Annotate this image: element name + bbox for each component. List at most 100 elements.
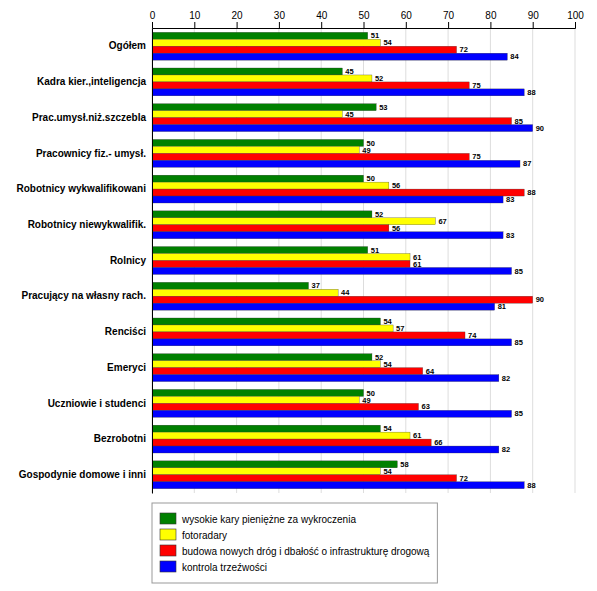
tick-label: Robotnicy wykwalifikowani xyxy=(17,183,147,194)
bar xyxy=(152,425,380,432)
data-label: 82 xyxy=(502,445,510,454)
data-label: 63 xyxy=(421,402,429,411)
bar xyxy=(152,389,364,396)
grid xyxy=(152,28,575,493)
tick-mark xyxy=(194,22,195,28)
series xyxy=(152,39,435,475)
bar xyxy=(152,46,457,53)
data-label: 52 xyxy=(375,74,383,83)
data-label: 54 xyxy=(383,360,392,369)
tick-label: Pracujący na własny rach. xyxy=(21,290,146,301)
data-label: 52 xyxy=(375,353,383,362)
legend-swatch xyxy=(160,529,176,540)
bar xyxy=(152,146,359,153)
series xyxy=(152,46,533,482)
data-label: 45 xyxy=(345,110,353,119)
data-label: 57 xyxy=(396,324,404,333)
legend-label: wysokie kary pieniężne za wykroczenia xyxy=(181,514,356,525)
tick-label: Rolnicy xyxy=(110,255,147,266)
data-labels: 5145535050525137545250545854524549566761… xyxy=(312,31,545,489)
tick-label: 40 xyxy=(316,10,328,21)
bar xyxy=(152,196,503,203)
data-label: 74 xyxy=(468,331,477,340)
tick: 40 xyxy=(316,10,328,28)
bar xyxy=(152,182,389,189)
tick: 10 xyxy=(189,10,201,28)
bar xyxy=(152,410,512,417)
tick: Kadra kier.,inteligencja xyxy=(37,76,152,87)
bar xyxy=(152,32,368,39)
data-label: 45 xyxy=(345,67,353,76)
bar xyxy=(152,225,389,232)
series xyxy=(152,53,533,489)
tick-label: Gospodynie domowe i inni xyxy=(19,469,146,480)
data-label: 56 xyxy=(392,181,400,190)
bar xyxy=(152,160,520,167)
data-label: 51 xyxy=(371,246,379,255)
bar xyxy=(152,282,309,289)
legend: wysokie kary pieniężne za wykroczenia fot… xyxy=(152,503,437,583)
tick-label: Bezrobotni xyxy=(94,433,146,444)
legend-label: fotoradary xyxy=(182,530,227,541)
tick-label: 60 xyxy=(401,10,413,21)
data-label: 90 xyxy=(536,295,544,304)
bar xyxy=(152,139,364,146)
tick: 80 xyxy=(485,10,497,28)
tick-label: 80 xyxy=(485,10,497,21)
tick-label: 70 xyxy=(443,10,455,21)
tick: Ogółem xyxy=(109,40,152,51)
tick-label: 90 xyxy=(528,10,540,21)
legend-item: wysokie kary pieniężne za wykroczenia xyxy=(160,513,356,525)
legend-swatch xyxy=(160,561,176,572)
bar xyxy=(152,82,469,89)
tick: Prac.umysł.niż.szczebla xyxy=(32,112,152,123)
data-label: 84 xyxy=(510,52,519,61)
tick-mark xyxy=(364,22,365,28)
data-label: 90 xyxy=(536,124,544,133)
tick-mark xyxy=(490,22,491,28)
bar xyxy=(152,339,512,346)
bar xyxy=(152,39,380,46)
data-label: 37 xyxy=(312,281,320,290)
tick-label: 30 xyxy=(274,10,286,21)
data-label: 64 xyxy=(426,367,435,376)
tick-label: Uczniowie i studenci xyxy=(48,398,147,409)
tick: Emeryci xyxy=(107,362,152,373)
axis-line xyxy=(153,22,576,29)
bar xyxy=(152,267,512,274)
data-label: 56 xyxy=(392,224,400,233)
bar xyxy=(152,468,380,475)
tick: 70 xyxy=(443,10,455,28)
tick: Uczniowie i studenci xyxy=(48,398,152,409)
tick: 100 xyxy=(567,10,584,28)
tick-label: Robotnicy niewykwalifik. xyxy=(28,219,147,230)
data-label: 61 xyxy=(413,431,421,440)
data-label: 54 xyxy=(383,424,392,433)
bar xyxy=(152,75,372,82)
legend-label: budowa nowych dróg i dbałość o infrastru… xyxy=(182,546,430,557)
data-label: 54 xyxy=(383,467,392,476)
bar xyxy=(152,361,380,368)
data-label: 75 xyxy=(472,152,480,161)
tick-mark xyxy=(533,22,534,28)
tick: Renciści xyxy=(105,326,152,337)
data-label: 81 xyxy=(498,302,506,311)
series xyxy=(152,32,397,468)
tick-mark xyxy=(406,22,407,28)
bar xyxy=(152,189,524,196)
tick: 50 xyxy=(358,10,370,28)
tick-label: 10 xyxy=(189,10,201,21)
tick: Pracujący na własny rach. xyxy=(21,290,152,301)
tick: 90 xyxy=(528,10,540,28)
data-label: 88 xyxy=(527,88,535,97)
bar xyxy=(152,247,368,254)
bar xyxy=(152,475,457,482)
data-label: 88 xyxy=(527,188,535,197)
data-label: 58 xyxy=(400,460,408,469)
legend-item: fotoradary xyxy=(160,529,227,541)
axis-line xyxy=(152,29,153,494)
data-label: 52 xyxy=(375,210,383,219)
tick: 0 xyxy=(150,10,156,28)
tick: Pracownicy fiz.- umysł. xyxy=(36,148,152,159)
legend-swatch xyxy=(160,545,176,556)
